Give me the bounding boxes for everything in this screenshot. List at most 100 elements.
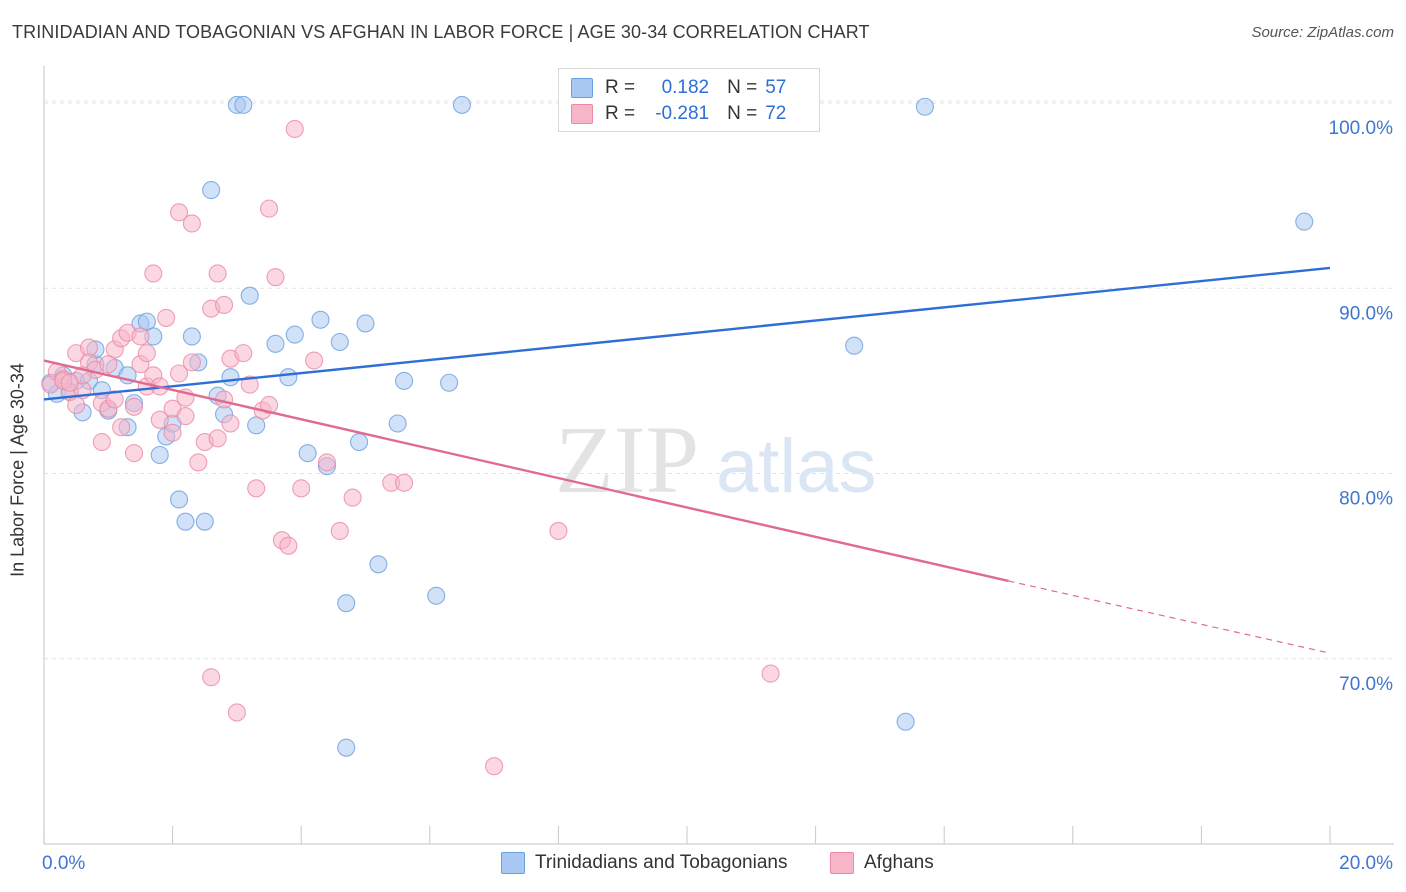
y-tick-label: 70.0% [1339, 674, 1393, 695]
data-point [330, 521, 349, 540]
x-tick-label: 20.0% [1339, 853, 1393, 874]
data-point [845, 336, 864, 355]
axis-ticks: 100.0% 90.0% 80.0% 70.0% 0.0% 20.0% [42, 118, 1393, 874]
data-point [182, 214, 201, 233]
legend-swatch [830, 852, 854, 874]
data-point [202, 181, 221, 200]
data-point [427, 586, 446, 605]
data-point [208, 429, 227, 448]
data-point [285, 325, 304, 344]
data-point [356, 314, 375, 333]
trend-lines [43, 266, 1331, 654]
data-point [169, 364, 189, 383]
data-point [221, 368, 240, 387]
legend-row-afghans: R = -0.281 N = 72 [571, 102, 786, 126]
data-point [292, 479, 311, 498]
y-tick-label: 100.0% [1329, 118, 1394, 139]
legend-item-afghans[interactable]: Afghans [830, 852, 934, 874]
legend-swatch [571, 104, 593, 124]
data-point [157, 308, 176, 327]
data-point [124, 444, 144, 463]
data-point [92, 432, 111, 452]
data-point [234, 344, 253, 363]
legend-item-trinidadians[interactable]: Trinidadians and Tobagonians [501, 852, 787, 874]
data-point [395, 371, 414, 390]
data-point [337, 594, 356, 613]
data-point [279, 368, 298, 387]
data-point [388, 414, 407, 433]
data-point [60, 373, 79, 392]
watermark: ZIP atlas [555, 406, 877, 513]
watermark-zip: ZIP [555, 406, 699, 513]
data-point [259, 199, 279, 218]
data-point [298, 444, 317, 463]
legend-n-value: 72 [765, 103, 787, 124]
x-tick-label: 0.0% [42, 853, 85, 874]
data-point [395, 473, 414, 492]
trend-line [43, 266, 1331, 401]
legend-swatch [501, 852, 525, 874]
trend-line [43, 359, 1009, 583]
data-point [182, 353, 201, 372]
y-axis-label: In Labor Force | Age 30-34 [7, 363, 28, 577]
data-point [234, 95, 253, 114]
data-point [144, 264, 163, 283]
legend-label: Trinidadians and Tobagonians [535, 852, 788, 873]
data-point [259, 395, 279, 415]
data-point [337, 738, 356, 757]
data-point [99, 355, 118, 374]
y-tick-label: 90.0% [1339, 303, 1393, 324]
data-point [150, 410, 169, 429]
chart-title: TRINIDADIAN AND TOBAGONIAN VS AFGHAN IN … [12, 22, 870, 42]
data-point [317, 453, 336, 472]
data-point [202, 668, 221, 687]
chart-source: Source: ZipAtlas.com [1251, 24, 1394, 41]
legend-r-value: 0.182 [661, 77, 710, 98]
correlation-legend: R = 0.182 N = 57 R = -0.281 N = 72 [558, 68, 820, 132]
data-point [761, 664, 780, 683]
data-point [350, 432, 369, 452]
data-point [131, 327, 150, 346]
data-point [214, 295, 234, 315]
trend-line-extension [1008, 580, 1331, 654]
data-point [169, 203, 189, 222]
legend-row-trinidadians: R = 0.182 N = 57 [571, 76, 786, 100]
data-point [189, 453, 208, 472]
data-point [221, 414, 240, 433]
data-point [330, 332, 349, 352]
data-point [549, 521, 568, 540]
data-point [369, 555, 388, 574]
data-point [896, 712, 915, 731]
data-point [208, 264, 227, 283]
legend-n-value: 57 [765, 77, 787, 98]
legend-swatch [571, 78, 593, 98]
series-legend: Trinidadians and Tobagonians Afghans [0, 852, 1406, 876]
data-point [915, 97, 934, 116]
data-point [485, 757, 504, 776]
data-point [305, 351, 324, 370]
data-point [279, 536, 298, 555]
data-point [137, 344, 156, 363]
data-point [227, 703, 246, 722]
watermark-atlas: atlas [716, 424, 877, 509]
data-point [195, 512, 214, 531]
data-point [240, 286, 259, 305]
data-point [163, 423, 182, 442]
data-point [182, 327, 201, 346]
data-point [1295, 212, 1314, 231]
legend-n-label: N = [727, 103, 758, 124]
data-point [169, 490, 189, 509]
data-point [176, 512, 195, 531]
legend-label: Afghans [864, 852, 934, 873]
legend-n-label: N = [727, 77, 758, 98]
data-point [247, 479, 266, 498]
series-afghans [41, 119, 780, 776]
y-tick-label: 80.0% [1339, 489, 1393, 510]
data-point [176, 407, 195, 426]
data-point [266, 268, 285, 287]
legend-r-value: -0.281 [655, 103, 710, 124]
data-point [150, 445, 169, 465]
data-point [440, 373, 459, 392]
data-point [105, 390, 124, 409]
